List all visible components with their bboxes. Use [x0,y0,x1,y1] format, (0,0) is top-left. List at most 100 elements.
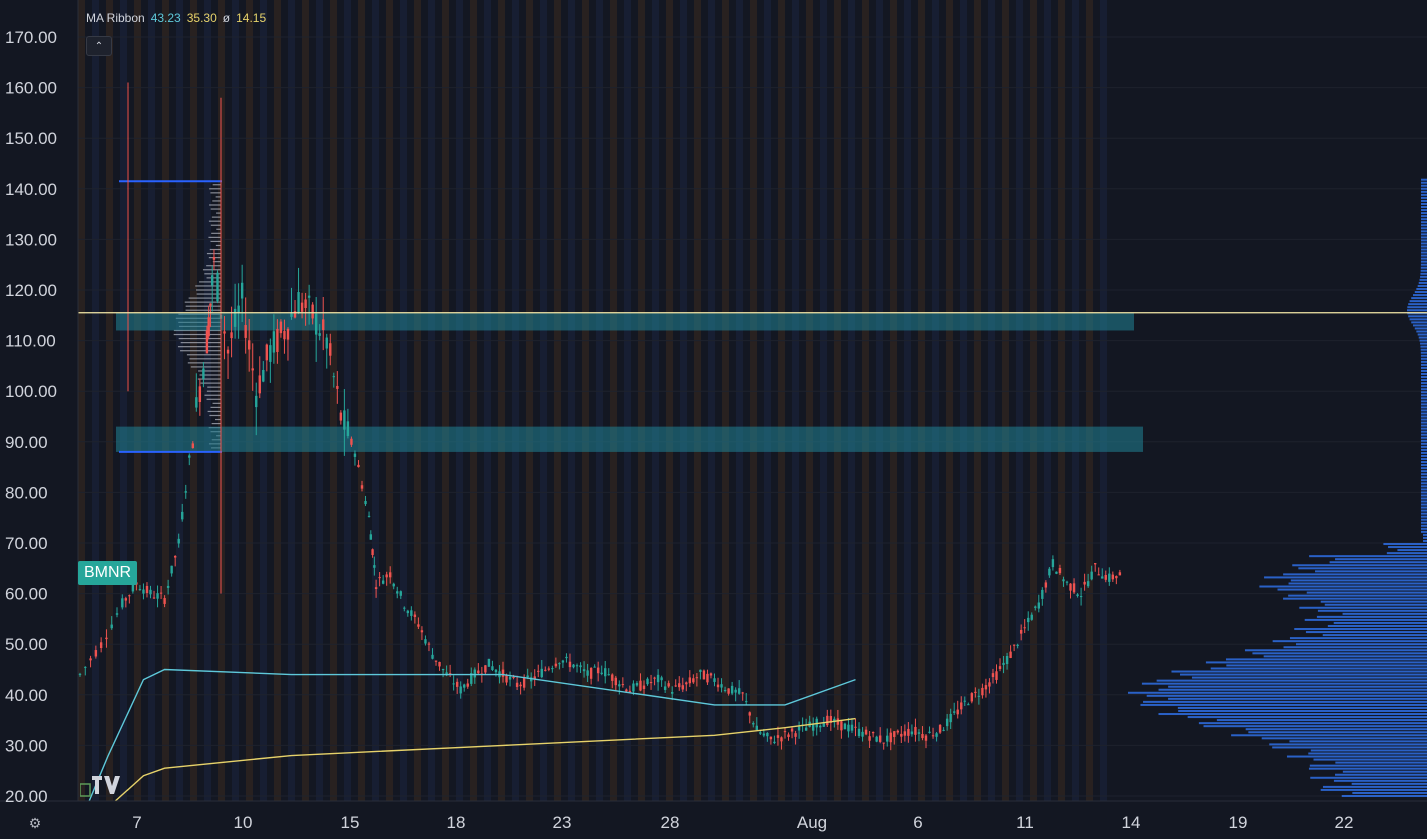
session-stripe [344,0,351,801]
legend-title: MA Ribbon [86,11,145,25]
legend-separator: ø [222,11,231,25]
profile-bar [1316,615,1427,618]
candle-body [674,685,677,687]
session-stripe [274,0,281,801]
mini-profile-bar [215,196,221,198]
candle-body [854,726,857,728]
profile-bar [1421,521,1427,524]
profile-bar [1322,785,1427,788]
profile-bar [1421,181,1427,184]
candle-body [329,343,332,356]
candle-body [840,721,843,731]
candle-body [977,695,981,697]
session-stripe [666,0,673,801]
profile-bar [1320,600,1427,603]
candle-body [558,663,561,665]
profile-bar [1216,719,1427,722]
candle-body [759,732,762,734]
candle-body [128,595,131,597]
indicator-legend[interactable]: MA Ribbon 43.23 35.30 ø 14.15 [86,11,266,25]
profile-bar [1342,770,1427,773]
candle-body [561,660,565,663]
candle-body [734,689,737,693]
session-stripe [960,0,967,801]
x-tick-label: 18 [447,813,466,832]
candle-body [1104,574,1107,580]
session-stripe [232,0,239,801]
profile-bar [1272,640,1427,643]
candle-body [131,584,135,592]
profile-bar [1205,661,1427,664]
candle-body [850,724,854,731]
session-stripe [400,0,407,801]
profile-bar [1420,263,1427,266]
session-stripe [1072,0,1079,801]
candle-body [921,734,924,739]
session-stripe [204,0,211,801]
profile-bar [1421,190,1427,193]
x-tick-label: 14 [1122,813,1141,832]
candle-body [1058,568,1062,574]
settings-gear-icon[interactable]: ⚙ [28,815,42,831]
candle-body [353,453,357,457]
mini-profile-bar [206,398,221,400]
mini-profile-bar [177,346,221,348]
candle-body [1086,581,1090,587]
candle-body [568,661,572,668]
session-stripe [624,0,631,801]
candle-body [695,677,699,679]
candle-body [515,682,519,687]
candle-body [159,592,163,594]
mini-profile-bar [196,289,221,291]
profile-bar [1421,394,1427,397]
candle-body [660,677,663,681]
collapse-legend-button[interactable]: ⌃ [86,36,112,56]
mini-profile-bar [209,188,221,190]
profile-bar [1408,315,1427,318]
candle-body [692,678,695,683]
candle-body [812,724,815,731]
mini-profile-bar [206,390,221,392]
session-stripe [1002,0,1009,801]
profile-bar [1420,348,1427,351]
candle-body [551,668,554,670]
session-stripe [568,0,575,801]
profile-bar [1315,570,1427,573]
candle-body [960,702,963,710]
mini-profile-bar [212,402,221,404]
candle-body [769,736,773,740]
candle-body [424,639,427,644]
profile-bar [1305,631,1427,634]
profile-bar [1397,549,1427,552]
profile-bar [1329,561,1427,564]
candle-body [826,715,829,726]
profile-bar [1421,202,1427,205]
profile-bar [1231,734,1427,737]
mini-profile-bar [209,414,221,417]
profile-bar [1421,397,1427,400]
candle-body [212,257,216,260]
profile-bar [1413,324,1427,327]
profile-bar [1421,382,1427,385]
profile-bar [1421,391,1427,394]
profile-bar [1421,184,1427,187]
candle-body [871,732,875,734]
session-stripe [708,0,715,801]
candle-body [94,650,98,657]
candle-body [1044,582,1048,588]
candle-body [170,565,173,574]
candle-body [787,734,790,738]
profile-bar [1421,430,1427,433]
profile-bar [1308,752,1427,755]
candle-body [184,491,187,493]
y-tick-label: 70.00 [5,534,48,553]
candle-body [459,686,462,694]
profile-bar [1179,673,1427,676]
profile-bar [1421,427,1427,430]
profile-bar [1421,406,1427,409]
candle-body [995,671,998,680]
session-stripe [932,0,939,801]
x-tick-label: 23 [553,813,572,832]
candle-body [216,272,219,302]
